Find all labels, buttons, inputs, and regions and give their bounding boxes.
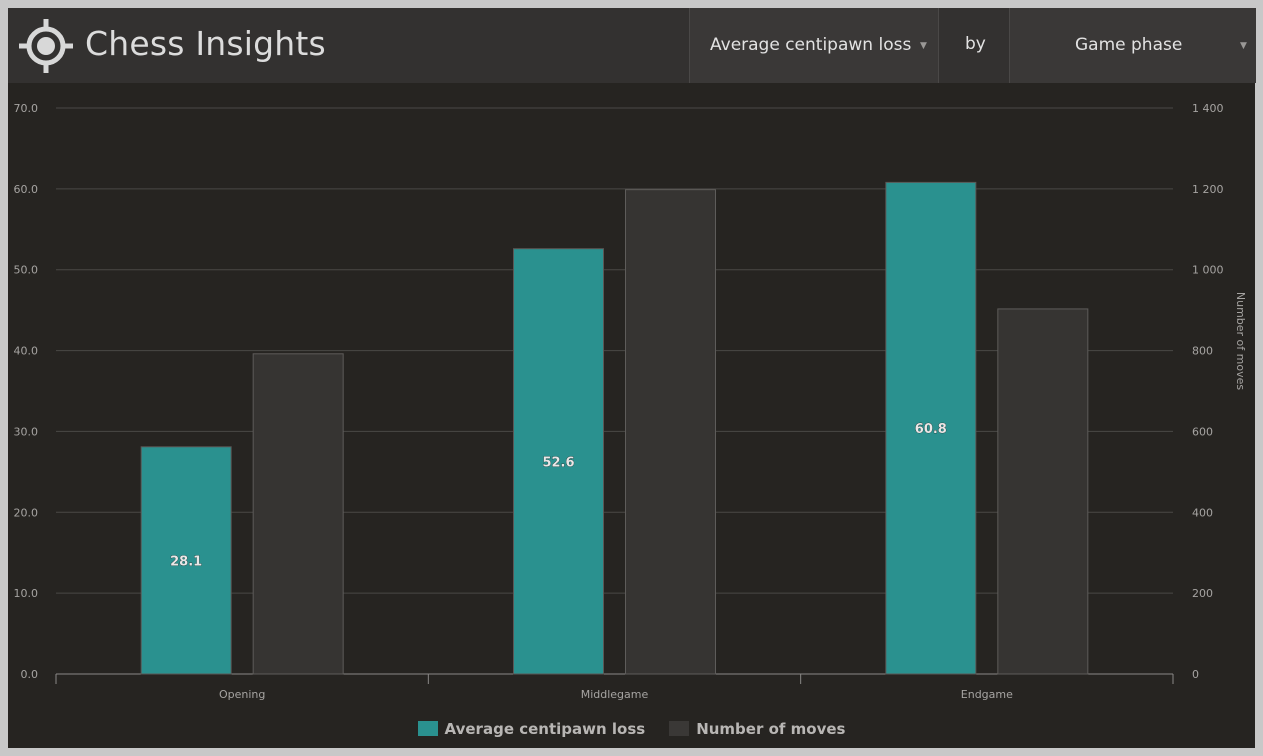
legend-label: Number of moves [696,720,846,738]
target-icon [19,19,73,73]
legend-item[interactable]: Number of moves [669,720,845,738]
metric-select-label: Average centipawn loss [710,35,912,55]
y-left-tick-label: 20.0 [14,506,39,519]
y-right-tick-label: 1 000 [1192,264,1224,277]
dimension-select[interactable]: Game phase ▼ [1009,8,1256,83]
legend-swatch [417,721,438,736]
bar-number-of-moves[interactable] [252,353,344,675]
chart-legend: Average centipawn loss Number of moves [8,720,1255,738]
y-left-tick-label: 30.0 [14,425,39,438]
page-title: Chess Insights [85,24,326,63]
bar-average-centipawn-loss[interactable] [885,181,977,675]
y-left-tick-label: 40.0 [14,345,39,358]
by-label: by [938,8,1009,83]
bar-chart: 0.0 10.0 20.0 30.0 40.0 50.0 60.0 70.0 0 200 400 60… [14,102,1248,701]
bar-average-centipawn-loss[interactable] [140,446,232,675]
bar-number-of-moves[interactable] [997,308,1089,675]
caret-down-icon: ▼ [920,41,927,51]
bar-data-label: 52.6 [542,455,574,470]
caret-down-icon: ▼ [1240,41,1247,51]
header-bar: Chess Insights Average centipawn loss ▼ … [8,8,1256,83]
bar-data-label: 60.8 [915,422,947,437]
legend-label: Average centipawn loss [444,720,646,738]
y-left-tick-label: 0.0 [21,668,39,681]
metric-select[interactable]: Average centipawn loss ▼ [689,8,938,83]
y-left-tick-label: 10.0 [14,587,39,600]
y-right-tick-label: 200 [1192,587,1213,600]
insights-panel: Chess Insights Average centipawn loss ▼ … [8,8,1256,748]
y-right-tick-label: 800 [1192,345,1213,358]
y-right-tick-label: 600 [1192,425,1213,438]
y-left-tick-label: 50.0 [14,264,39,277]
by-text: by [965,34,986,54]
x-category-label: Opening [219,688,265,701]
y-left-tick-label: 60.0 [14,183,39,196]
y-right-axis-title: Number of moves [1234,292,1247,391]
bar-data-label: 28.1 [170,554,202,569]
bar-number-of-moves[interactable] [625,189,716,675]
y-right-tick-label: 1 200 [1192,183,1224,196]
y-left-tick-label: 70.0 [14,102,39,115]
y-right-tick-label: 0 [1192,668,1199,681]
x-category-label: Endgame [961,688,1013,701]
y-right-tick-label: 1 400 [1192,102,1224,115]
y-right-tick-label: 400 [1192,506,1213,519]
dimension-select-label: Game phase [1075,35,1183,55]
x-category-label: Middlegame [581,688,649,701]
bar-average-centipawn-loss[interactable] [513,248,604,675]
legend-swatch [669,721,690,736]
legend-item[interactable]: Average centipawn loss [417,720,646,738]
